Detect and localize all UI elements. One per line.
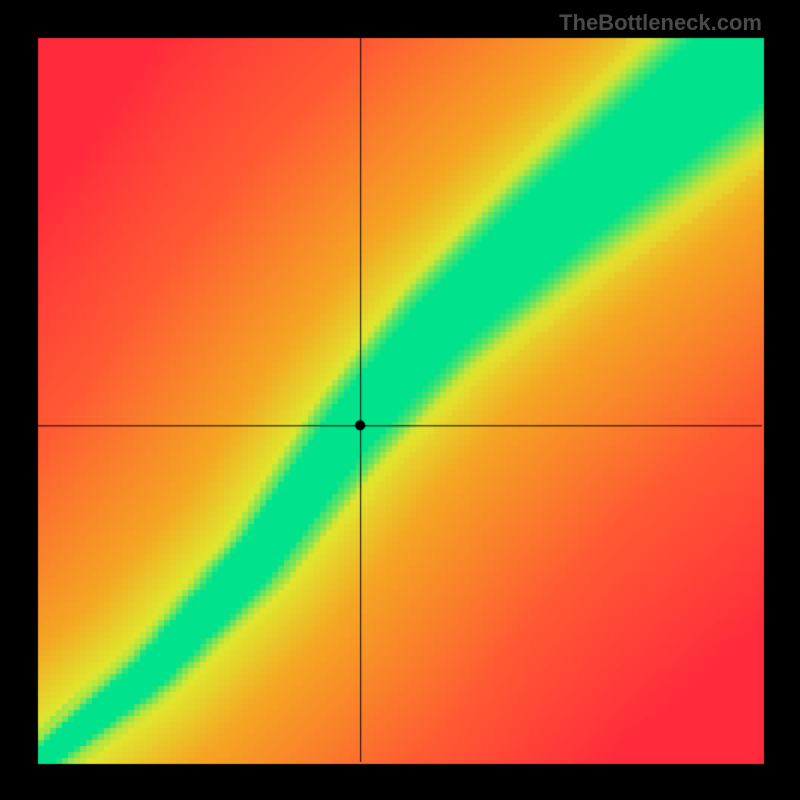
- watermark-text: TheBottleneck.com: [559, 10, 762, 36]
- bottleneck-heatmap: [0, 0, 800, 800]
- chart-container: TheBottleneck.com: [0, 0, 800, 800]
